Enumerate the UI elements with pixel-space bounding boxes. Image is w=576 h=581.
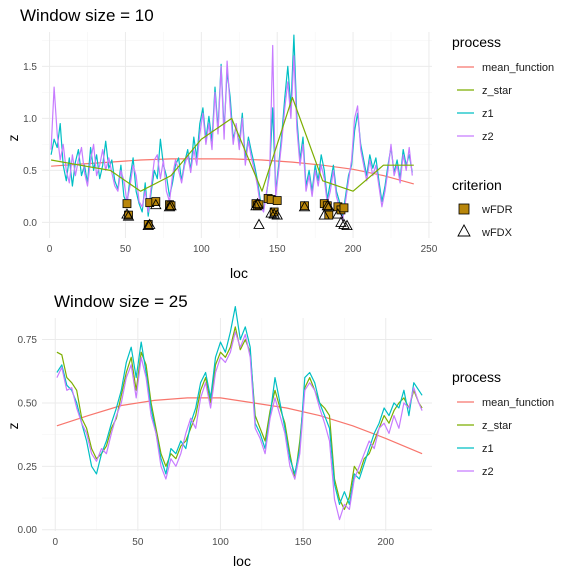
y-axis-label: z bbox=[5, 423, 21, 430]
legend-label-z2: z2 bbox=[482, 466, 494, 478]
chart-title: Window size = 10 bbox=[20, 6, 154, 25]
wfdx-marker bbox=[143, 218, 156, 229]
wfdx-marker bbox=[341, 219, 353, 230]
legend-label-z2: z2 bbox=[482, 131, 494, 143]
x-tick-label: 50 bbox=[120, 244, 132, 255]
wfdx-marker bbox=[338, 218, 350, 229]
legend-label-z1: z1 bbox=[482, 443, 494, 455]
legend-label-z-star: z_star bbox=[482, 420, 512, 432]
legend-label-wfdr: wFDR bbox=[481, 204, 513, 216]
legend-title: process bbox=[452, 369, 501, 385]
wfdx-marker bbox=[271, 209, 283, 220]
wfdx-marker bbox=[298, 200, 311, 212]
wfdr-marker bbox=[151, 197, 161, 206]
wfdx-marker bbox=[268, 208, 280, 219]
x-tick-label: 200 bbox=[377, 537, 394, 548]
wfdx-marker bbox=[253, 218, 265, 229]
x-axis-label: loc bbox=[233, 553, 251, 569]
series-line-mean-function bbox=[56, 397, 423, 455]
y-axis-label: z bbox=[5, 135, 21, 142]
x-tick-label: 200 bbox=[345, 244, 362, 255]
x-axis-label: loc bbox=[230, 265, 248, 281]
wfdx-marker bbox=[321, 199, 334, 211]
wfdx-marker bbox=[332, 208, 344, 219]
y-tick-label: 1.5 bbox=[23, 62, 37, 73]
wfdx-marker bbox=[318, 209, 331, 220]
legend-key-wfdx bbox=[457, 224, 471, 237]
series-line-z2 bbox=[50, 44, 413, 221]
y-tick-label: 0.00 bbox=[18, 525, 38, 536]
chart-panel-window-25: Window size = 25 0.00 0.25 0.50 0.75 0 50 100… bbox=[5, 292, 554, 569]
wfdx-marker bbox=[335, 216, 347, 227]
legend-title: process bbox=[452, 34, 501, 50]
series-line-z1 bbox=[56, 306, 423, 505]
x-tick-label: 0 bbox=[47, 244, 53, 255]
x-tick-label: 150 bbox=[269, 244, 286, 255]
legend-label-mean-function: mean_function bbox=[482, 397, 554, 409]
wfdr-marker bbox=[122, 199, 132, 209]
y-tick-label: 0.25 bbox=[18, 462, 38, 473]
legend-label-z-star: z_star bbox=[482, 85, 512, 97]
legend-process: process mean_function z_star z1 z2 bbox=[452, 34, 554, 143]
y-tick-label: 0.5 bbox=[23, 166, 37, 177]
y-tick-label: 0.50 bbox=[18, 398, 38, 409]
legend-process: process mean_function z_star z1 z2 bbox=[452, 369, 554, 478]
wfdx-marker bbox=[323, 200, 335, 212]
wfdr-marker bbox=[272, 196, 282, 205]
x-tick-labels: 0 50 100 150 200 bbox=[52, 537, 394, 548]
wfdx-marker bbox=[150, 198, 162, 210]
wfdx-marker bbox=[163, 200, 176, 212]
legend-title: criterion bbox=[452, 177, 502, 193]
y-tick-labels: 0.0 0.5 1.0 1.5 bbox=[23, 62, 37, 229]
wfdx-marker bbox=[165, 199, 177, 211]
x-tick-label: 0 bbox=[52, 537, 58, 548]
wfdx-marker bbox=[251, 197, 264, 209]
x-tick-label: 250 bbox=[421, 244, 438, 255]
legend-label-z1: z1 bbox=[482, 108, 494, 120]
legend-label-wfdx: wFDX bbox=[481, 227, 513, 239]
wfdx-marker bbox=[142, 219, 154, 230]
x-tick-labels: 0 50 100 150 200 250 bbox=[47, 244, 438, 255]
legend-label-mean-function: mean_function bbox=[482, 62, 554, 74]
y-tick-label: 0.0 bbox=[23, 218, 37, 229]
x-tick-label: 150 bbox=[295, 537, 312, 548]
x-tick-label: 50 bbox=[132, 537, 144, 548]
wfdx-marker bbox=[265, 207, 277, 218]
x-tick-label: 100 bbox=[212, 537, 229, 548]
series-line-z2 bbox=[56, 331, 423, 521]
wfdr-marker bbox=[300, 201, 309, 211]
series-lines bbox=[50, 34, 414, 221]
chart-title: Window size = 25 bbox=[54, 292, 188, 311]
chart-panel-window-10: Window size = 10 0.0 0.5 1.0 1.5 0 50 100 150 2… bbox=[5, 6, 554, 281]
grid bbox=[42, 318, 432, 531]
series-line-mean-function bbox=[51, 158, 414, 185]
criterion-markers bbox=[121, 194, 353, 230]
wfdr-marker bbox=[339, 203, 349, 213]
legend-criterion: criterion wFDR wFDX bbox=[452, 177, 513, 239]
series-line-z-star bbox=[50, 96, 414, 192]
wfdx-marker bbox=[122, 210, 135, 221]
series-lines bbox=[56, 306, 423, 521]
x-tick-label: 100 bbox=[193, 244, 210, 255]
y-tick-label: 0.75 bbox=[18, 335, 38, 346]
y-tick-label: 1.0 bbox=[23, 114, 37, 125]
legend-key-wfdr bbox=[458, 203, 470, 215]
y-tick-labels: 0.00 0.25 0.50 0.75 bbox=[18, 335, 38, 536]
